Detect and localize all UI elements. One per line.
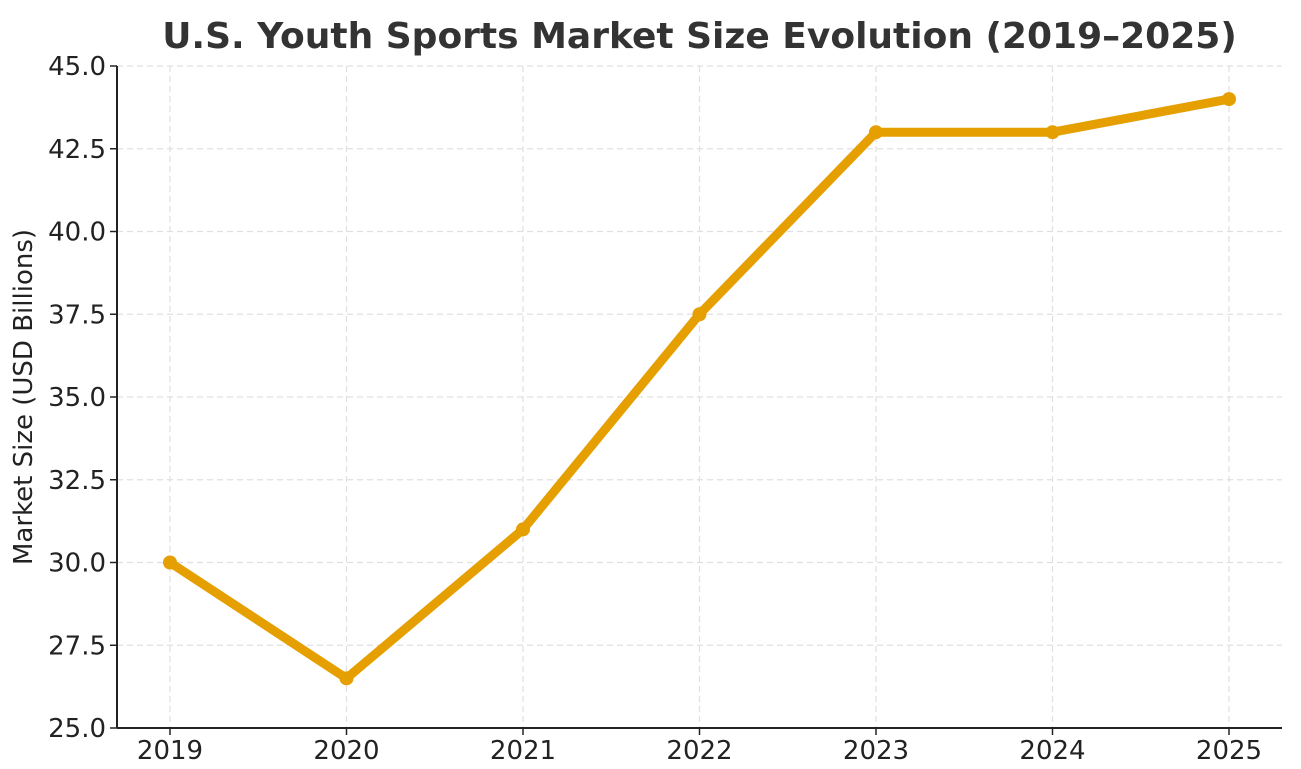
x-tick-label: 2025 [1196,736,1262,766]
chart-title: U.S. Youth Sports Market Size Evolution … [162,16,1237,57]
grid-lines [117,65,1282,729]
y-tick-label: 45.0 [48,52,106,82]
data-point-marker [1222,92,1236,107]
y-tick-label: 30.0 [48,549,106,579]
y-tick-label: 32.5 [48,466,106,496]
data-series [163,92,1236,686]
data-point-marker [869,125,883,140]
y-tick-label: 35.0 [48,383,106,413]
y-tick-label: 27.5 [48,631,106,661]
data-point-marker [692,307,707,322]
y-axis-label: Market Size (USD Billions) [9,229,39,565]
y-axis-ticks: 25.0 27.5 30.0 32.5 35.0 37.5 40.0 42.5 45.0 [48,52,117,744]
x-tick-label: 2019 [137,736,203,766]
x-tick-label: 2024 [1019,736,1085,766]
y-tick-label: 25.0 [48,714,106,744]
data-point-marker [163,555,177,570]
y-tick-label: 42.5 [48,135,106,165]
data-point-marker [1045,125,1060,140]
data-point-marker [339,671,354,686]
x-tick-label: 2021 [490,736,556,766]
x-tick-label: 2022 [666,736,732,766]
y-tick-label: 37.5 [48,300,106,330]
x-axis-ticks: 2019 2020 2021 2022 2023 2024 2025 [137,728,1262,766]
data-point-marker [516,522,530,537]
x-tick-label: 2023 [843,736,909,766]
y-tick-label: 40.0 [48,218,106,248]
x-tick-label: 2020 [313,736,379,766]
